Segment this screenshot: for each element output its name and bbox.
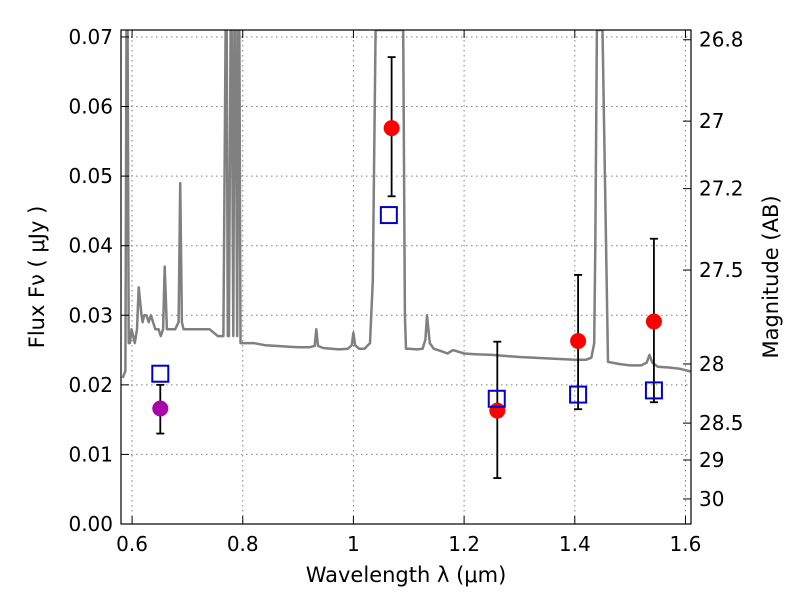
- y-tick-label: 0.01: [68, 442, 113, 466]
- y2-tick-label: 26.8: [699, 28, 744, 52]
- model-bandpass-flux-point: [569, 385, 588, 404]
- y2-axis-title: Magnitude (AB): [759, 195, 783, 358]
- observed-flux-point: [645, 313, 662, 330]
- x-tick-label: 1: [347, 532, 360, 556]
- x-axis-title: Wavelength λ (μm): [306, 563, 507, 587]
- y2-tick-label: 28: [699, 352, 724, 376]
- x-tick-label: 0.6: [116, 532, 148, 556]
- y2-tick-label: 30: [699, 487, 724, 511]
- y-tick-label: 0.00: [68, 512, 113, 536]
- y2-tick-label: 27: [699, 109, 724, 133]
- x-tick-label: 1.2: [448, 532, 480, 556]
- y-tick-label: 0.03: [68, 303, 113, 327]
- axes-ticks: 0.6 0.8 1 1.2 1.4 1.6 0.00 0.01 0.02 0.03 0.04 0.05…: [68, 25, 743, 556]
- x-tick-label: 0.8: [227, 532, 259, 556]
- y-axis-title: Flux Fν ( μJy ): [25, 206, 49, 349]
- y2-tick-label: 27.5: [699, 258, 744, 282]
- observed-flux-point: [570, 333, 587, 350]
- y-tick-label: 0.04: [68, 234, 113, 258]
- observed-flux-point: [383, 120, 400, 137]
- model-bandpass-flux-point: [487, 389, 506, 408]
- model-spectrum-line: [121, 30, 691, 379]
- observed-flux-point: [489, 402, 506, 419]
- y-tick-label: 0.06: [68, 95, 113, 119]
- model-bandpass-flux-point: [151, 364, 170, 383]
- plot-area: [121, 30, 691, 479]
- y-tick-label: 0.05: [68, 164, 113, 188]
- x-tick-label: 1.6: [670, 532, 702, 556]
- y2-tick-label: 29: [699, 448, 724, 472]
- y2-tick-label: 28.5: [699, 411, 744, 435]
- y2-tick-label: 27.2: [699, 177, 744, 201]
- y-tick-label: 0.02: [68, 373, 113, 397]
- grid: [121, 30, 691, 525]
- y-tick-label: 0.07: [68, 25, 113, 49]
- model-bandpass-flux-point: [379, 206, 398, 225]
- upper-limit-flux-point: [152, 400, 169, 417]
- x-tick-label: 1.4: [559, 532, 591, 556]
- model-bandpass-flux-point: [644, 381, 663, 400]
- plot-frame: [120, 29, 692, 525]
